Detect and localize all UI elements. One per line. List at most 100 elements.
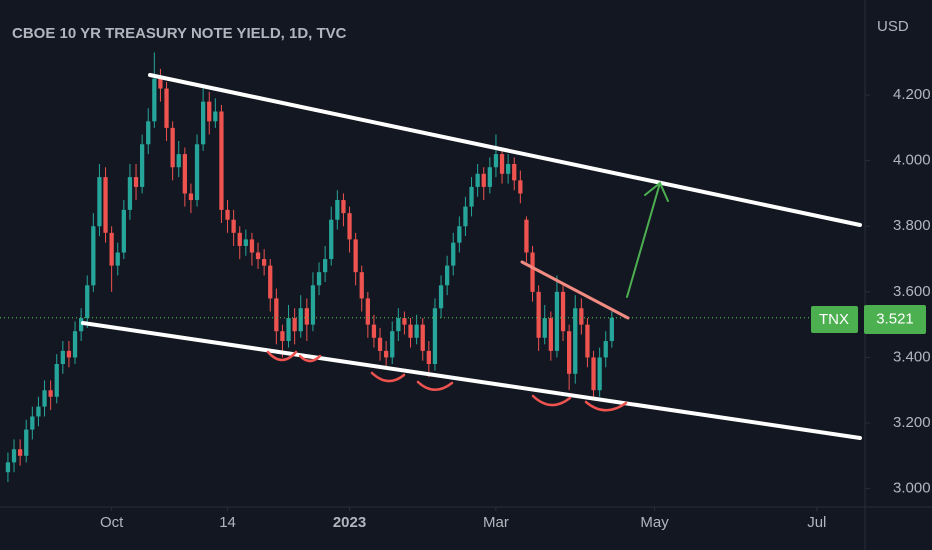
- candle-body: [298, 308, 303, 332]
- arc: [416, 380, 454, 391]
- symbol-label: TNX: [819, 311, 849, 328]
- candle-body: [109, 232, 114, 266]
- arc: [266, 350, 298, 362]
- y-tick-label: 3.800: [893, 217, 931, 234]
- x-tick-label: Mar: [483, 514, 509, 531]
- candle-body: [292, 318, 297, 332]
- candle-body: [573, 308, 578, 374]
- candle-body: [396, 318, 401, 332]
- x-tick-label: 2023: [333, 514, 366, 531]
- candle-body: [530, 252, 535, 292]
- candle-body: [30, 416, 35, 430]
- candle-body: [310, 285, 316, 325]
- candle-body: [554, 291, 560, 351]
- arrow: [626, 181, 669, 298]
- candle-body: [560, 291, 566, 332]
- candle-body: [506, 163, 511, 174]
- candle-body: [243, 239, 248, 246]
- candle-body: [524, 219, 529, 253]
- candle-body: [432, 308, 438, 364]
- candle-body: [445, 265, 450, 286]
- candle-body: [17, 449, 23, 456]
- candle-body: [262, 259, 267, 266]
- candle-body: [384, 350, 389, 358]
- lower-channel-line: [81, 321, 862, 440]
- candle-body: [481, 173, 486, 187]
- candle-body: [219, 111, 224, 210]
- y-tick-label: 3.200: [893, 414, 931, 431]
- candle-body: [54, 363, 59, 397]
- x-tick-label: May: [640, 514, 669, 531]
- y-tick-label: 3.600: [893, 283, 931, 300]
- candle-body: [579, 308, 584, 325]
- chart-title: CBOE 10 YR TREASURY NOTE YIELD, 1D, TVC: [12, 25, 347, 42]
- price-badge: [864, 305, 926, 334]
- candle-body: [182, 154, 187, 194]
- candle-body: [97, 177, 102, 227]
- candle-body: [48, 390, 53, 397]
- candle-body: [609, 317, 614, 342]
- candle-body: [72, 331, 78, 358]
- candle-body: [335, 200, 340, 220]
- candle-body: [255, 252, 261, 260]
- candle-body: [591, 357, 596, 391]
- y-tick-label: 4.200: [893, 86, 931, 103]
- candle-body: [36, 406, 41, 417]
- candle-body: [451, 242, 456, 266]
- candle-body: [377, 337, 383, 351]
- candle-body: [359, 272, 364, 299]
- candle-body: [512, 163, 517, 181]
- candle-body: [304, 308, 309, 325]
- candle-body: [493, 154, 499, 168]
- currency-label: USD: [877, 18, 909, 35]
- candle-body: [194, 144, 200, 201]
- candle-body: [542, 318, 547, 338]
- candle-body: [5, 462, 11, 473]
- candle-body: [518, 180, 523, 194]
- candle-body: [231, 219, 236, 233]
- x-tick-label: Oct: [100, 514, 124, 531]
- candle-body: [402, 318, 407, 325]
- candle-body: [42, 390, 47, 407]
- upper-channel-line: [148, 73, 862, 227]
- x-tick-label: Jul: [807, 514, 826, 531]
- candle-body: [463, 206, 468, 227]
- candle-body: [548, 318, 553, 351]
- x-tick-label: 14: [219, 514, 236, 531]
- candle-body: [499, 154, 505, 174]
- y-tick-label: 3.000: [893, 480, 931, 497]
- candle-body: [268, 265, 273, 299]
- candle-body: [11, 449, 17, 463]
- arc: [584, 400, 628, 412]
- candle-body: [487, 167, 492, 187]
- candle-body: [188, 193, 194, 201]
- candle-body: [408, 324, 413, 338]
- drawings: [81, 73, 862, 440]
- candle-body: [121, 209, 126, 253]
- last-price-label: 3.521: [876, 311, 914, 328]
- candle-body: [426, 350, 431, 364]
- candle-body: [133, 177, 139, 187]
- candle-body: [603, 341, 608, 358]
- candle-body: [152, 78, 157, 122]
- candle-body: [91, 226, 96, 286]
- candle-body: [536, 291, 541, 338]
- candle-body: [164, 88, 169, 128]
- candle-body: [85, 285, 90, 319]
- candle-body: [115, 252, 120, 266]
- candle-body: [213, 111, 218, 122]
- candle-body: [78, 318, 84, 332]
- candle-body: [597, 357, 602, 391]
- candle-body: [475, 173, 480, 187]
- candle-body: [567, 331, 572, 374]
- candle-body: [365, 298, 370, 325]
- candle-body: [420, 324, 425, 351]
- symbol-badge: [811, 306, 858, 333]
- candle-body: [347, 213, 352, 240]
- resistance-line: [520, 260, 630, 320]
- candle-body: [390, 331, 395, 358]
- y-tick-label: 4.000: [893, 152, 931, 169]
- candle-body: [371, 324, 377, 338]
- candle-body: [316, 272, 322, 286]
- candle-body: [207, 101, 212, 122]
